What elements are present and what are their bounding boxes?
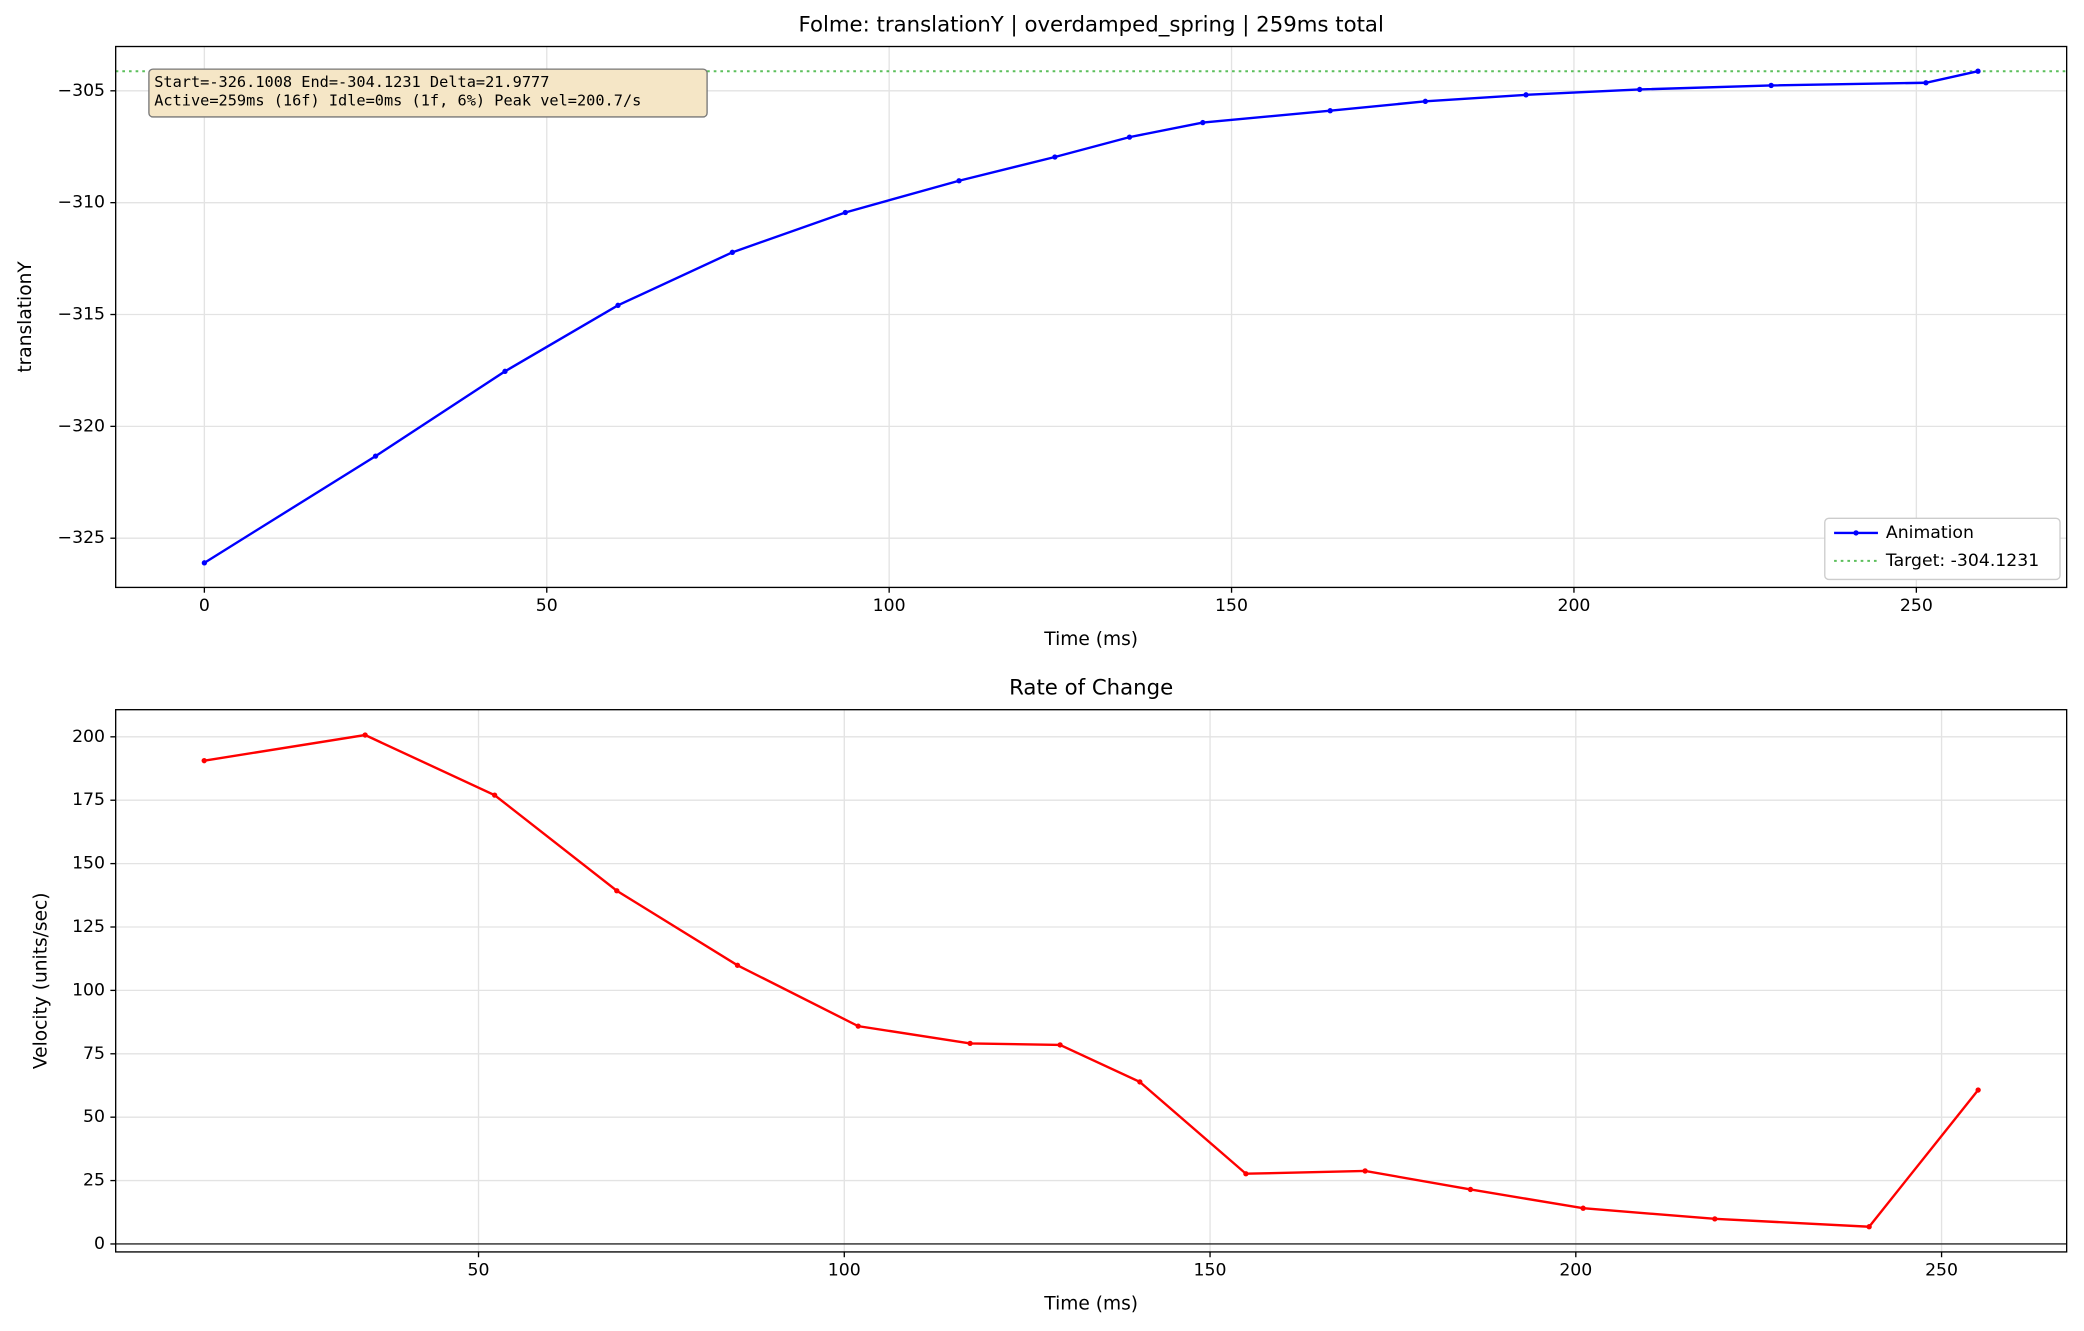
- data-point: [1523, 92, 1529, 98]
- x-tick-label: 200: [1559, 1261, 1592, 1281]
- plot-frame: [115, 709, 2068, 1253]
- annotation-text: Active=259ms (16f) Idle=0ms (1f, 6%) Pea…: [154, 92, 641, 110]
- plot-frame: [115, 45, 2068, 589]
- x-tick-label: 250: [1900, 596, 1933, 616]
- x-axis-label: Time (ms): [1043, 1293, 1138, 1314]
- data-point: [372, 453, 379, 459]
- data-point: [1768, 82, 1774, 89]
- data-point: [855, 1023, 861, 1029]
- y-tick-label: −325: [58, 528, 105, 548]
- data-point: [1243, 1171, 1249, 1177]
- x-tick-label: 100: [873, 596, 906, 616]
- annotation-box: [148, 68, 708, 118]
- y-tick-label: 150: [72, 854, 105, 874]
- data-point: [1327, 108, 1333, 114]
- data-point: [1422, 98, 1429, 104]
- y-tick-label: 50: [83, 1107, 105, 1127]
- data-point: [201, 560, 208, 566]
- y-tick-label: 100: [72, 980, 105, 1000]
- data-point: [842, 209, 848, 216]
- chart-title: Rate of Change: [1009, 675, 1173, 700]
- y-tick-label: 125: [72, 917, 105, 937]
- annotation-text: Start=-326.1008 End=-304.1231 Delta=21.9…: [154, 73, 549, 91]
- data-point: [1580, 1205, 1586, 1211]
- y-tick-label: 25: [83, 1171, 105, 1191]
- data-point: [1467, 1186, 1474, 1193]
- y-axis-label: Velocity (units/sec): [31, 892, 52, 1069]
- x-tick-label: 0: [199, 596, 210, 616]
- x-tick-label: 50: [536, 596, 558, 616]
- y-tick-label: 75: [83, 1044, 105, 1064]
- data-point: [362, 732, 368, 738]
- y-tick-label: −320: [58, 416, 105, 436]
- data-point: [956, 178, 962, 184]
- data-point: [1866, 1224, 1872, 1230]
- legend-label: Animation: [1886, 523, 1974, 543]
- y-axis-label: translationY: [15, 261, 36, 373]
- y-tick-label: 0: [94, 1234, 105, 1254]
- x-tick-label: 150: [1194, 1261, 1227, 1281]
- data-point: [1052, 154, 1058, 160]
- data-point: [615, 302, 621, 308]
- data-point: [1126, 134, 1133, 140]
- data-point: [1137, 1079, 1143, 1085]
- y-tick-label: −305: [58, 81, 105, 101]
- legend-marker: [1853, 530, 1859, 536]
- chart-title: Folme: translationY | overdamped_spring …: [798, 12, 1383, 37]
- data-point: [1923, 80, 1929, 86]
- data-point: [1057, 1042, 1063, 1048]
- data-point: [614, 888, 620, 894]
- data-point: [201, 757, 207, 764]
- x-tick-label: 250: [1925, 1261, 1958, 1281]
- data-point: [1975, 68, 1981, 74]
- data-point: [1712, 1216, 1718, 1222]
- y-tick-label: 200: [72, 727, 105, 747]
- data-point: [502, 368, 508, 374]
- data-point: [491, 792, 498, 798]
- data-point: [734, 962, 741, 968]
- data-point: [1362, 1168, 1368, 1174]
- x-tick-label: 50: [468, 1261, 490, 1281]
- data-point: [1637, 86, 1643, 93]
- y-tick-label: −310: [58, 193, 105, 213]
- data-point: [729, 249, 735, 255]
- x-tick-label: 200: [1557, 596, 1590, 616]
- x-tick-label: 100: [828, 1261, 861, 1281]
- data-point: [967, 1040, 973, 1047]
- x-axis-label: Time (ms): [1043, 629, 1138, 650]
- x-tick-label: 150: [1215, 596, 1248, 616]
- y-tick-label: 175: [72, 790, 105, 810]
- data-point: [1975, 1087, 1981, 1093]
- data-line: [203, 70, 1979, 564]
- legend-label: Target: -304.1231: [1885, 551, 2039, 571]
- data-line: [204, 733, 1980, 1228]
- data-point: [1200, 119, 1206, 126]
- legend-box: [1824, 517, 2061, 581]
- y-tick-label: −315: [58, 305, 105, 325]
